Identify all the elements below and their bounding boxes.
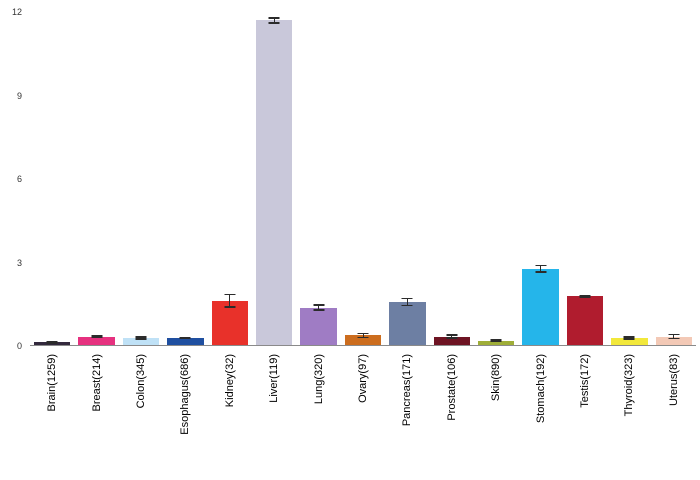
error-bar xyxy=(224,293,236,308)
bar[interactable] xyxy=(655,336,693,345)
y-axis: 0 3 6 9 12 xyxy=(0,7,26,351)
bar[interactable] xyxy=(256,20,293,345)
bar[interactable] xyxy=(522,268,559,345)
bar-slot xyxy=(563,12,607,345)
bar-slot xyxy=(474,12,518,345)
bar-slot xyxy=(430,12,474,345)
y-tick-label: 6 xyxy=(16,174,22,184)
error-bar xyxy=(268,17,280,24)
error-bar xyxy=(535,264,547,273)
bar-slot xyxy=(652,12,696,345)
bar-slot xyxy=(208,12,252,345)
x-axis-label: Breast(214) xyxy=(90,354,103,412)
error-bar xyxy=(135,336,147,340)
error-bar xyxy=(179,336,191,340)
x-axis-label: Brain(1259) xyxy=(46,354,59,412)
bar-slot xyxy=(30,12,74,345)
x-axis-label: Ovary(97) xyxy=(357,354,370,403)
bar[interactable] xyxy=(433,336,471,345)
bar[interactable] xyxy=(478,340,515,345)
x-axis-label: Skin(890) xyxy=(490,354,503,402)
x-axis-label: Lung(320) xyxy=(312,354,325,405)
bar-slot xyxy=(518,12,562,345)
bar-slot xyxy=(119,12,163,345)
x-label-slot: Stomach(192) xyxy=(518,354,562,480)
x-label-slot: Lung(320) xyxy=(296,354,340,480)
x-axis-label: Esophagus(686) xyxy=(179,354,192,435)
y-tick-label: 0 xyxy=(16,341,22,351)
bar[interactable] xyxy=(611,338,648,345)
x-label-slot: Ovary(97) xyxy=(341,354,385,480)
bar[interactable] xyxy=(300,307,337,345)
x-axis-label: Thyroid(323) xyxy=(623,354,636,417)
error-bar xyxy=(490,339,502,343)
plot-area xyxy=(30,12,696,346)
error-bar xyxy=(668,333,680,340)
y-tick-label: 9 xyxy=(16,90,22,101)
bar-slot xyxy=(74,12,118,345)
bar-slot xyxy=(252,12,296,345)
x-axis-label: Kidney(32) xyxy=(223,354,236,408)
bar[interactable] xyxy=(344,335,382,345)
bar-slot xyxy=(296,12,340,345)
x-label-slot: Testis(172) xyxy=(563,354,607,480)
bar[interactable] xyxy=(78,336,115,345)
y-tick-label: 3 xyxy=(16,257,22,268)
x-axis-label: Stomach(192) xyxy=(534,354,547,424)
x-label-slot: Prostate(106) xyxy=(430,354,474,480)
x-axis-label: Prostate(106) xyxy=(445,354,458,421)
bar-slot xyxy=(385,12,429,345)
x-label-slot: Brain(1259) xyxy=(30,354,74,480)
error-bar xyxy=(313,304,325,311)
error-bar xyxy=(46,340,58,344)
bar[interactable] xyxy=(566,296,604,345)
bar-slot xyxy=(341,12,385,345)
x-axis-label: Colon(345) xyxy=(135,354,148,409)
x-label-slot: Liver(119) xyxy=(252,354,296,480)
x-axis-labels: Brain(1259) Breast(214) Colon(345) Esophagu… xyxy=(30,347,696,480)
bar[interactable] xyxy=(122,338,160,345)
bar-slot xyxy=(607,12,651,345)
x-label-slot: Esophagus(686) xyxy=(163,354,207,480)
bar-slot xyxy=(163,12,207,345)
bar[interactable] xyxy=(211,300,249,345)
x-axis-label: Pancreas(171) xyxy=(401,354,414,427)
x-label-slot: Pancreas(171) xyxy=(385,354,429,480)
error-bar xyxy=(579,295,591,298)
x-axis-label: Uterus(83) xyxy=(667,354,680,406)
x-axis-label: Liver(119) xyxy=(268,354,281,403)
x-label-slot: Thyroid(323) xyxy=(607,354,651,480)
bar[interactable] xyxy=(389,302,426,345)
x-label-slot: Skin(890) xyxy=(474,354,518,480)
error-bar xyxy=(623,336,635,340)
x-axis-label: Testis(172) xyxy=(579,354,592,408)
y-tick-label: 12 xyxy=(11,7,22,17)
error-bar xyxy=(401,297,413,307)
x-label-slot: Breast(214) xyxy=(74,354,118,480)
error-bar xyxy=(357,332,369,339)
error-bar xyxy=(91,335,103,339)
x-label-slot: Colon(345) xyxy=(119,354,163,480)
x-label-slot: Uterus(83) xyxy=(652,354,696,480)
error-bar xyxy=(446,334,458,339)
bar[interactable] xyxy=(167,338,204,345)
x-label-slot: Kidney(32) xyxy=(208,354,252,480)
